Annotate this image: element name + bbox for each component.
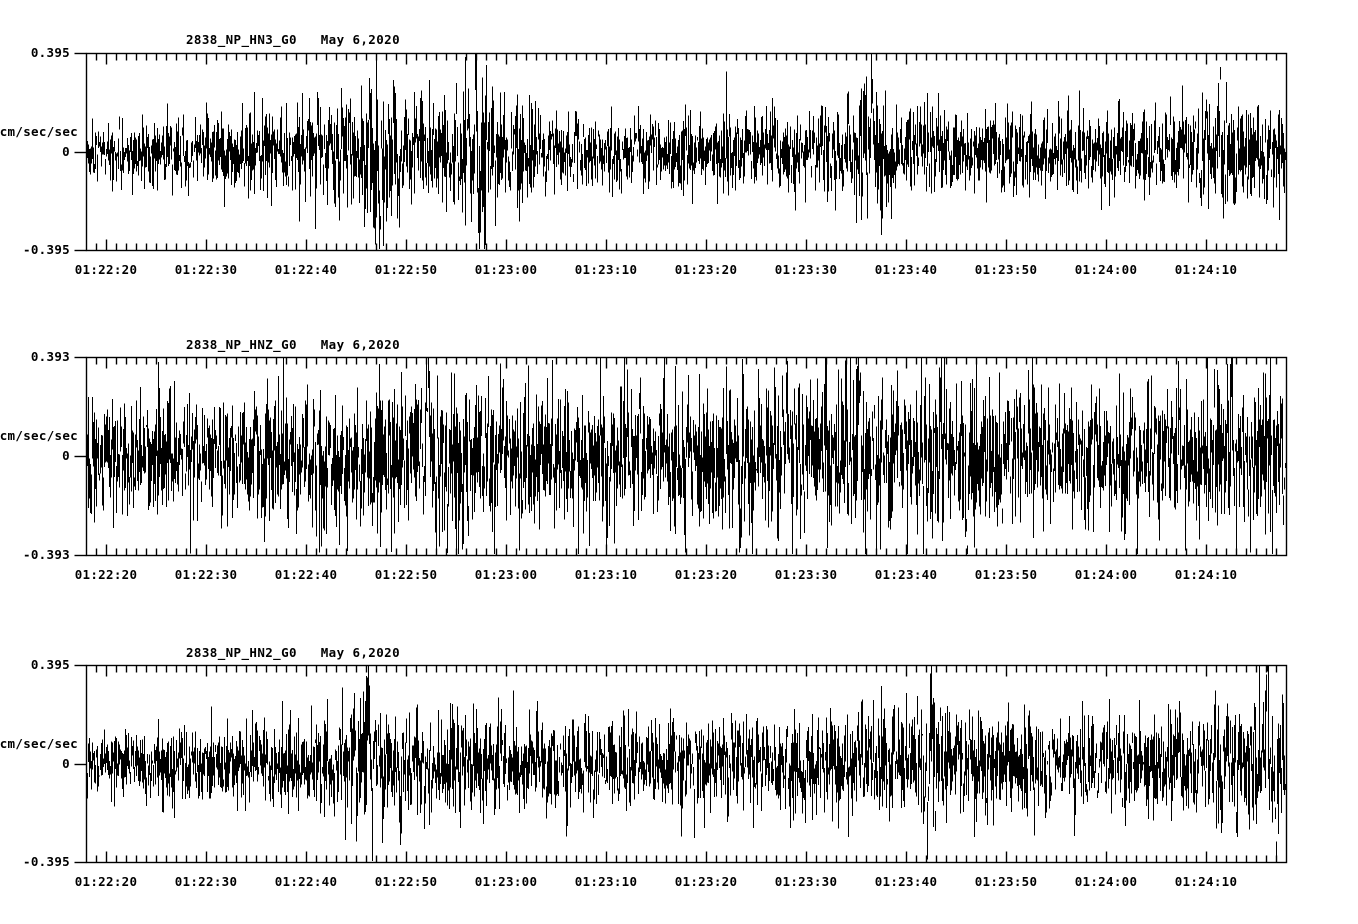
- panel-hn3-yaxis-units: cm/sec/sec: [0, 123, 78, 139]
- panel-hn2-xtick-10: 01:24:00: [1074, 874, 1138, 889]
- panel-hn2-yzero-label: 0: [62, 755, 70, 771]
- panel-hn2-xtick-8: 01:23:40: [874, 874, 938, 889]
- panel-hn3-xtick-7: 01:23:30: [774, 262, 838, 277]
- minor-ticks: [95, 665, 1278, 863]
- panel-hnz-ymax-label: 0.393: [30, 349, 70, 364]
- panel-hnz-xtick-7: 01:23:30: [774, 567, 838, 582]
- panel-hn2-xtick-5: 01:23:10: [574, 874, 638, 889]
- plot-frame: [85, 356, 1288, 557]
- panel-hnz-yzero-label: 0: [62, 448, 70, 463]
- panel-hnz-xtick-2: 01:22:40: [274, 567, 338, 582]
- panel-hn3-xtick-5: 01:23:10: [574, 262, 638, 277]
- panel-hn2-xtick-7: 01:23:30: [774, 874, 838, 889]
- minor-ticks: [95, 53, 1278, 251]
- panel-hn3-xtick-9: 01:23:50: [974, 262, 1038, 277]
- y-axis-ticks: [74, 356, 87, 557]
- panel-hnz-ymin-label: -0.393: [23, 547, 70, 562]
- panel-hnz-xtick-5: 01:23:10: [574, 567, 638, 582]
- panel-hn2-xtick-1: 01:22:30: [174, 874, 238, 889]
- panel-hn2-xtick-4: 01:23:00: [474, 874, 538, 889]
- y-axis-ticks: [74, 664, 87, 864]
- panel-hnz-xtick-8: 01:23:40: [874, 567, 938, 582]
- panel-hn2-xtick-11: 01:24:10: [1174, 874, 1238, 889]
- waveform-trace: [86, 54, 1286, 249]
- panel-hn3-xtick-4: 01:23:00: [474, 262, 538, 277]
- panel-hn3-xtick-6: 01:23:20: [674, 262, 738, 277]
- panel-hn3-ymax-label: 0.395: [30, 45, 70, 60]
- panel-hn2-yaxis-units: cm/sec/sec: [0, 735, 78, 751]
- panel-hn3-xtick-0: 01:22:20: [74, 262, 138, 277]
- panel-hn3-xtick-10: 01:24:00: [1074, 262, 1138, 277]
- plot-frame: [85, 664, 1288, 864]
- panel-hnz-xtick-9: 01:23:50: [974, 567, 1038, 582]
- panel-hn2-xtick-9: 01:23:50: [974, 874, 1038, 889]
- panel-hn3-xtick-11: 01:24:10: [1174, 262, 1238, 277]
- minor-ticks: [95, 357, 1278, 556]
- panel-hn2-xtick-3: 01:22:50: [374, 874, 438, 889]
- plot-frame: [85, 52, 1288, 252]
- panel-hn2-ymax-label: 0.395: [30, 657, 70, 672]
- panel-hn2-xtick-0: 01:22:20: [74, 874, 138, 889]
- panel-hn3-title: 2838_NP_HN3_G0 May 6,2020: [186, 32, 400, 47]
- panel-hn3-xtick-3: 01:22:50: [374, 262, 438, 277]
- panel-hnz-xtick-0: 01:22:20: [74, 567, 138, 582]
- panel-hn2-title: 2838_NP_HN2_G0 May 6,2020: [186, 645, 400, 660]
- waveform-trace: [86, 666, 1286, 861]
- panel-hn2-xtick-2: 01:22:40: [274, 874, 338, 889]
- panel-hn3-yzero-label: 0: [62, 143, 70, 159]
- panel-hn3-xtick-1: 01:22:30: [174, 262, 238, 277]
- panel-hnz-xtick-10: 01:24:00: [1074, 567, 1138, 582]
- panel-hnz-xtick-3: 01:22:50: [374, 567, 438, 582]
- panel-hn3-xtick-8: 01:23:40: [874, 262, 938, 277]
- panel-hnz-title: 2838_NP_HNZ_G0 May 6,2020: [186, 337, 400, 352]
- panel-hn3-ymin-label: -0.395: [23, 242, 70, 257]
- panel-hnz-xtick-6: 01:23:20: [674, 567, 738, 582]
- panel-hnz-yaxis-units: cm/sec/sec: [0, 428, 78, 443]
- panel-hn2-ymin-label: -0.395: [23, 854, 70, 869]
- y-axis-ticks: [74, 52, 87, 252]
- panel-hnz-xtick-11: 01:24:10: [1174, 567, 1238, 582]
- panel-hnz-xtick-1: 01:22:30: [174, 567, 238, 582]
- waveform-trace: [86, 358, 1286, 554]
- panel-hn2-xtick-6: 01:23:20: [674, 874, 738, 889]
- panel-hnz-xtick-4: 01:23:00: [474, 567, 538, 582]
- panel-hn3-xtick-2: 01:22:40: [274, 262, 338, 277]
